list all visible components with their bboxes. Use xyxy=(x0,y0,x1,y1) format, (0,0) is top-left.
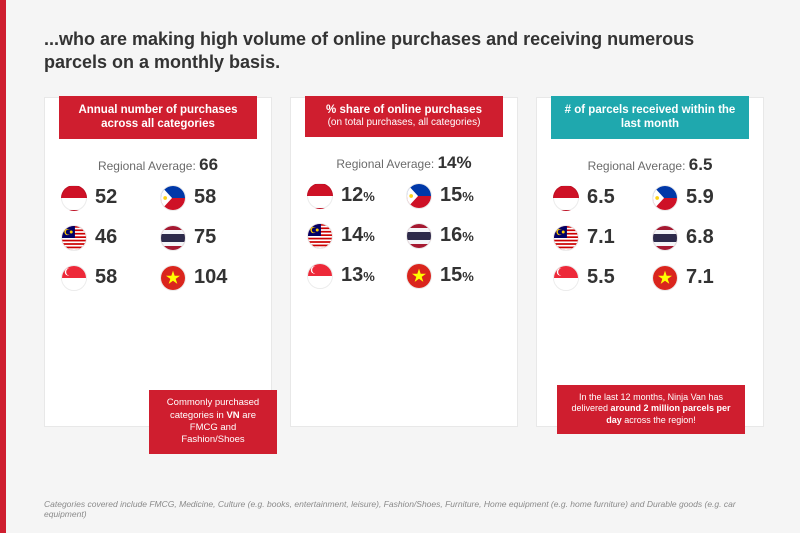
panel-header-text: # of parcels received within the last mo… xyxy=(565,104,736,130)
country-cell-sg: 5.5 xyxy=(553,265,648,291)
country-cell-ph: 5.9 xyxy=(652,185,747,211)
regional-average-label: Regional Average: xyxy=(336,157,434,171)
country-cell-my: 46 xyxy=(61,225,156,251)
malaysia-flag-icon xyxy=(553,225,579,251)
callout-text-em: VN xyxy=(226,410,239,421)
country-cell-vn: 104 xyxy=(160,265,255,291)
country-grid: 12% 15% 14% xyxy=(291,183,517,289)
indonesia-flag-icon xyxy=(307,183,333,209)
callout-text-suffix: across the region! xyxy=(622,415,696,425)
malaysia-flag-icon xyxy=(307,223,333,249)
indonesia-flag-icon xyxy=(553,185,579,211)
value-vn: 7.1 xyxy=(686,266,714,289)
singapore-flag-icon xyxy=(553,265,579,291)
thailand-flag-icon xyxy=(406,223,432,249)
panel-header: Annual number of purchases across all ca… xyxy=(59,96,258,139)
country-grid: 6.5 5.9 7.1 xyxy=(537,185,763,291)
panel-header-text: Annual number of purchases across all ca… xyxy=(78,104,237,130)
regional-average-label: Regional Average: xyxy=(98,159,196,173)
country-cell-ph: 58 xyxy=(160,185,255,211)
country-cell-th: 75 xyxy=(160,225,255,251)
panel-header: % share of online purchases (on total pu… xyxy=(305,96,504,137)
vietnam-flag-icon xyxy=(652,265,678,291)
page-title: ...who are making high volume of online … xyxy=(44,28,704,75)
value-th: 16% xyxy=(440,224,474,247)
value-id: 6.5 xyxy=(587,186,615,209)
regional-average-value: 6.5 xyxy=(689,155,713,174)
regional-average-label: Regional Average: xyxy=(588,159,686,173)
country-cell-id: 52 xyxy=(61,185,156,211)
value-ph: 15% xyxy=(440,184,474,207)
regional-average: Regional Average: 14% xyxy=(291,153,517,173)
value-sg: 13% xyxy=(341,264,375,287)
singapore-flag-icon xyxy=(307,263,333,289)
callout-ninja-van: In the last 12 months, Ninja Van has del… xyxy=(557,385,745,434)
panels-row: Annual number of purchases across all ca… xyxy=(44,97,764,427)
value-id: 52 xyxy=(95,186,117,209)
country-cell-id: 6.5 xyxy=(553,185,648,211)
panel-annual-purchases: Annual number of purchases across all ca… xyxy=(44,97,272,427)
country-cell-my: 7.1 xyxy=(553,225,648,251)
country-cell-th: 6.8 xyxy=(652,225,747,251)
panel-parcels-received: # of parcels received within the last mo… xyxy=(536,97,764,427)
value-ph: 5.9 xyxy=(686,186,714,209)
country-cell-id: 12% xyxy=(307,183,402,209)
panel-header-text: % share of online purchases xyxy=(326,104,482,116)
regional-average: Regional Average: 6.5 xyxy=(537,155,763,175)
value-vn: 104 xyxy=(194,266,227,289)
panel-online-share: % share of online purchases (on total pu… xyxy=(290,97,518,427)
thailand-flag-icon xyxy=(160,225,186,251)
value-my: 46 xyxy=(95,226,117,249)
country-cell-sg: 58 xyxy=(61,265,156,291)
callout-vn-categories: Commonly purchased categories in VN are … xyxy=(149,390,277,453)
vietnam-flag-icon xyxy=(406,263,432,289)
value-my: 14% xyxy=(341,224,375,247)
left-accent-bar xyxy=(0,0,6,533)
value-th: 75 xyxy=(194,226,216,249)
regional-average-value: 14% xyxy=(438,153,472,172)
malaysia-flag-icon xyxy=(61,225,87,251)
panel-header: # of parcels received within the last mo… xyxy=(551,96,750,139)
country-cell-my: 14% xyxy=(307,223,402,249)
value-sg: 5.5 xyxy=(587,266,615,289)
thailand-flag-icon xyxy=(652,225,678,251)
philippines-flag-icon xyxy=(652,185,678,211)
value-id: 12% xyxy=(341,184,375,207)
panel-header-sub: (on total purchases, all categories) xyxy=(313,117,496,130)
country-grid: 52 58 46 xyxy=(45,185,271,291)
value-sg: 58 xyxy=(95,266,117,289)
page-content: ...who are making high volume of online … xyxy=(0,0,800,439)
country-cell-vn: 15% xyxy=(406,263,501,289)
country-cell-ph: 15% xyxy=(406,183,501,209)
indonesia-flag-icon xyxy=(61,185,87,211)
value-th: 6.8 xyxy=(686,226,714,249)
country-cell-sg: 13% xyxy=(307,263,402,289)
value-vn: 15% xyxy=(440,264,474,287)
singapore-flag-icon xyxy=(61,265,87,291)
value-ph: 58 xyxy=(194,186,216,209)
value-my: 7.1 xyxy=(587,226,615,249)
country-cell-th: 16% xyxy=(406,223,501,249)
country-cell-vn: 7.1 xyxy=(652,265,747,291)
philippines-flag-icon xyxy=(406,183,432,209)
regional-average: Regional Average: 66 xyxy=(45,155,271,175)
regional-average-value: 66 xyxy=(199,155,218,174)
philippines-flag-icon xyxy=(160,185,186,211)
footnote-text: Categories covered include FMCG, Medicin… xyxy=(44,499,764,519)
vietnam-flag-icon xyxy=(160,265,186,291)
